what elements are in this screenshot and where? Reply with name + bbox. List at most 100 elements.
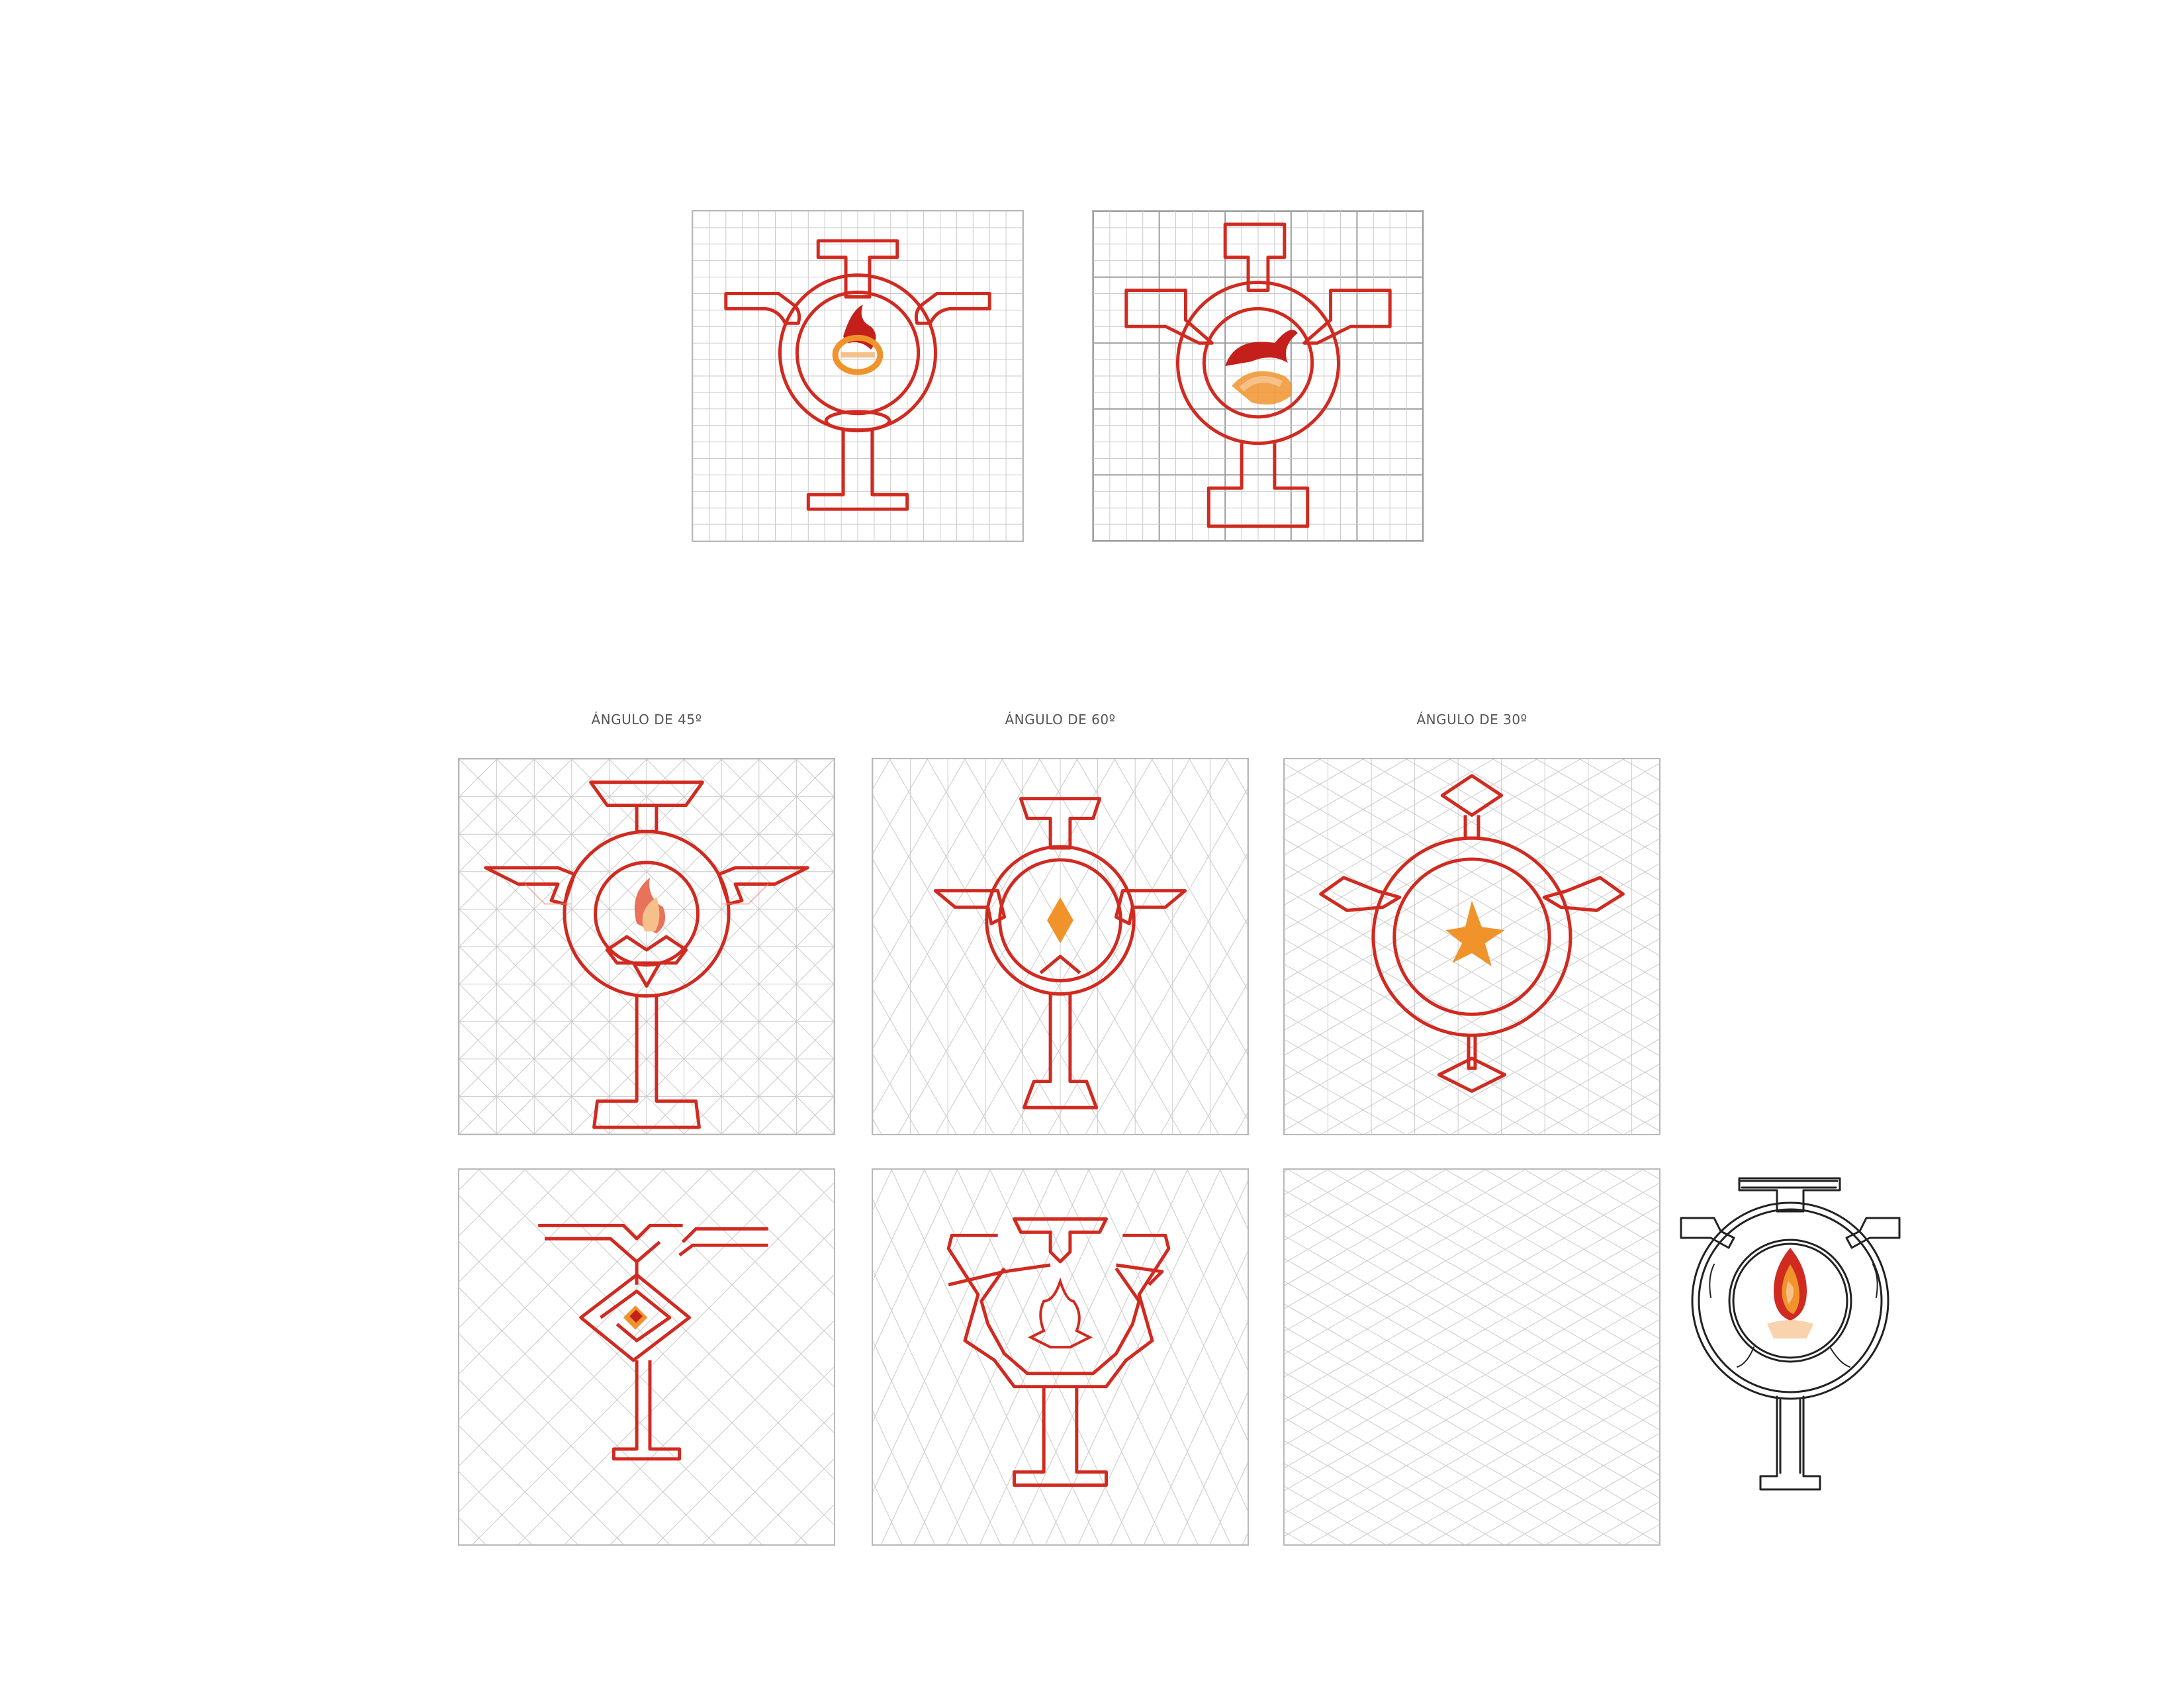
grid-line bbox=[946, 1170, 1122, 1544]
diagonal-30-panel bbox=[1283, 1168, 1661, 1546]
flame-mark bbox=[1225, 330, 1298, 405]
grid-line bbox=[1285, 1039, 1449, 1134]
grid-line bbox=[873, 759, 1003, 984]
grid-line bbox=[873, 1118, 882, 1134]
flame-hex-emblem-icon bbox=[873, 1170, 1248, 1544]
grid-line bbox=[1288, 1170, 1659, 1385]
grid-line bbox=[873, 988, 957, 1134]
grid-line bbox=[1285, 914, 1659, 1131]
grid-line bbox=[1235, 1112, 1248, 1134]
grid-line bbox=[794, 1504, 834, 1544]
grid-line bbox=[1012, 1170, 1188, 1544]
hand-sketch-emblem-icon bbox=[1680, 1177, 1901, 1491]
grid-line bbox=[1002, 759, 1219, 1134]
grid-line bbox=[1187, 1170, 1248, 1300]
grid-line bbox=[873, 1270, 1001, 1544]
grid-line bbox=[570, 1170, 834, 1433]
grid-line bbox=[1189, 759, 1248, 861]
grid-line bbox=[1285, 759, 1537, 906]
angle-grid-lines bbox=[873, 759, 1248, 1134]
grid-line bbox=[873, 1170, 925, 1282]
grid-line bbox=[1010, 759, 1228, 1134]
grid-line bbox=[662, 1170, 834, 1341]
grid-line bbox=[1428, 1410, 1659, 1544]
grid-line bbox=[973, 759, 1190, 1134]
grid-line bbox=[1285, 1258, 1659, 1476]
grid-line bbox=[1285, 939, 1622, 1134]
square-grid-panel-major bbox=[1092, 210, 1424, 542]
grid-line bbox=[684, 759, 834, 910]
grid-line bbox=[1581, 1088, 1659, 1134]
grid-line bbox=[1285, 1170, 1643, 1378]
grid-line bbox=[1285, 1205, 1659, 1423]
grid-line bbox=[1285, 1170, 1604, 1354]
grid-line bbox=[1152, 759, 1248, 925]
grid-line bbox=[1285, 759, 1407, 830]
empty-grid bbox=[1285, 1170, 1659, 1544]
grid-line bbox=[1285, 1303, 1659, 1521]
grid-line bbox=[1546, 1478, 1659, 1544]
grid-line bbox=[873, 759, 1040, 1049]
grid-line bbox=[873, 794, 1069, 1134]
grid-line bbox=[1144, 1321, 1248, 1544]
grid-line bbox=[873, 1170, 991, 1423]
grid-line bbox=[459, 759, 572, 872]
grid-line bbox=[1121, 1170, 1248, 1441]
square-spiral-emblem-icon bbox=[459, 1170, 834, 1544]
grid-line bbox=[1467, 1433, 1659, 1544]
grid-line bbox=[873, 859, 1032, 1134]
grid-line bbox=[1643, 1170, 1659, 1180]
grid-line bbox=[1242, 1533, 1248, 1544]
grid-line bbox=[459, 759, 535, 835]
grid-line bbox=[459, 1333, 670, 1544]
grid-line bbox=[800, 1170, 834, 1203]
grid-line bbox=[1285, 888, 1659, 1106]
grid-line bbox=[478, 1170, 834, 1525]
grid-line bbox=[1285, 1372, 1582, 1544]
grid-line bbox=[1077, 759, 1248, 1055]
grid-line bbox=[957, 1170, 1132, 1544]
grid-line bbox=[459, 1472, 532, 1544]
grid-line bbox=[459, 759, 647, 947]
grid-line bbox=[1285, 1213, 1659, 1430]
grid-line bbox=[1445, 1170, 1659, 1293]
star-mark bbox=[1445, 900, 1505, 966]
grid-line bbox=[1085, 853, 1248, 1134]
grid-line bbox=[881, 1170, 1056, 1544]
flame-outline-mark bbox=[1027, 1277, 1093, 1349]
grid-line bbox=[459, 1425, 578, 1544]
angle-45-panel bbox=[458, 758, 835, 1135]
grid-line bbox=[1285, 1250, 1659, 1468]
grid-line bbox=[721, 1021, 834, 1134]
angle-label-60: ÁNGULO DE 60º bbox=[1005, 712, 1116, 727]
grid-line bbox=[748, 1458, 834, 1544]
grid-line bbox=[1285, 1064, 1405, 1134]
grid-line bbox=[873, 1340, 968, 1544]
grid-line bbox=[708, 1170, 834, 1295]
grid-line bbox=[1538, 1064, 1659, 1134]
flame-mark bbox=[634, 877, 666, 934]
grid-line bbox=[1285, 964, 1578, 1134]
grid-line bbox=[924, 1170, 1100, 1544]
grid-line bbox=[1111, 1251, 1248, 1544]
grid-line bbox=[873, 1199, 1034, 1544]
grid-line bbox=[1327, 1170, 1659, 1362]
grid-line bbox=[1114, 759, 1248, 990]
grid-line bbox=[1285, 1170, 1525, 1309]
grid-line bbox=[1122, 917, 1248, 1134]
grid-line bbox=[1349, 1364, 1659, 1544]
angle-grid-lines bbox=[459, 759, 834, 1134]
diamond-mark bbox=[1047, 897, 1073, 944]
square-grid-lines bbox=[1093, 211, 1423, 541]
grid-line bbox=[1056, 1170, 1231, 1544]
grid-line bbox=[1285, 788, 1659, 1006]
grid-line bbox=[1285, 1114, 1318, 1134]
grid-line bbox=[1285, 1228, 1659, 1446]
grid-line bbox=[1285, 863, 1659, 1081]
grid-line bbox=[459, 1170, 664, 1374]
grid-line bbox=[873, 1481, 903, 1544]
diagonal-60-panel bbox=[872, 1168, 1249, 1546]
grid-line bbox=[1285, 1440, 1465, 1544]
grid-line bbox=[1285, 1327, 1659, 1544]
grid-line bbox=[646, 759, 834, 947]
